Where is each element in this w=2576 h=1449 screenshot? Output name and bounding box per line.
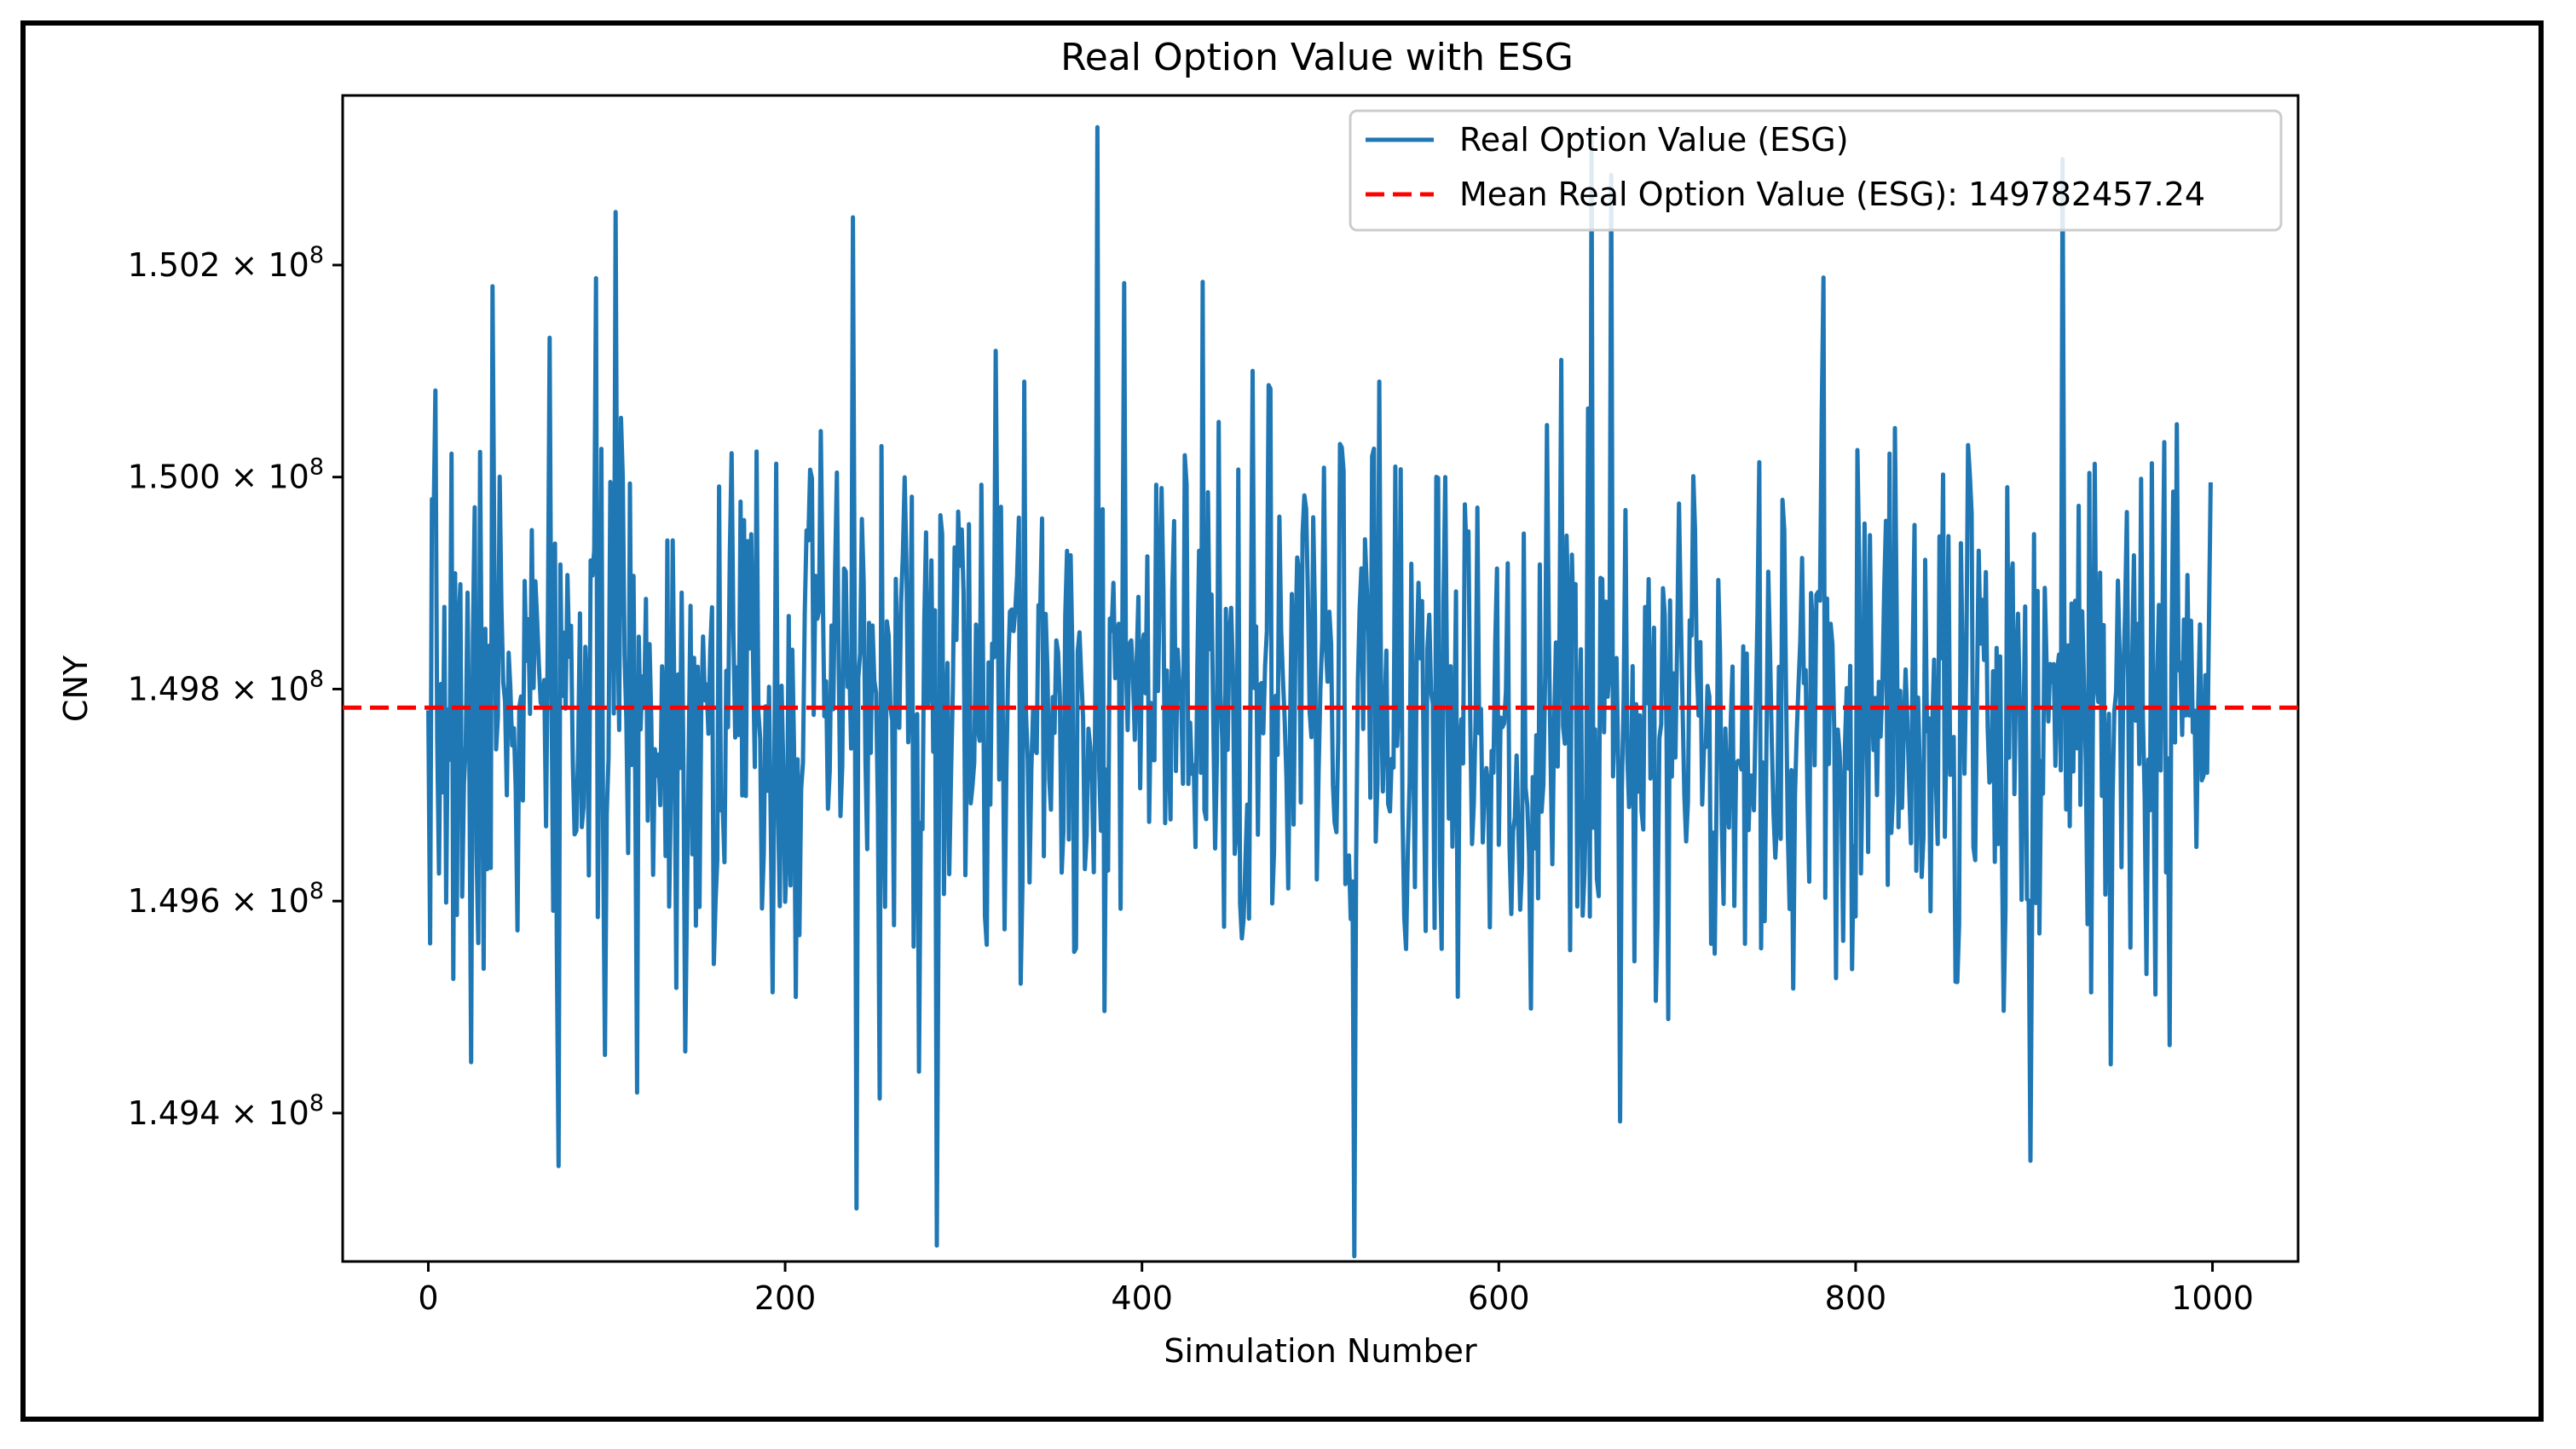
legend-box bbox=[1349, 109, 2283, 232]
x-tick-label: 800 bbox=[1825, 1279, 1887, 1317]
x-tick-label: 0 bbox=[418, 1279, 438, 1317]
y-tick-label: 1.494 × 108 bbox=[128, 1090, 324, 1132]
series-line-real-option-value bbox=[426, 124, 2213, 1259]
x-tick-label: 200 bbox=[754, 1279, 817, 1317]
y-tick-label: 1.502 × 108 bbox=[128, 242, 324, 284]
x-axis-label: Simulation Number bbox=[1164, 1332, 1477, 1370]
x-axis: 0 200 400 600 800 1000 bbox=[418, 1261, 2254, 1317]
x-tick-label: 400 bbox=[1111, 1279, 1173, 1317]
x-tick-label: 600 bbox=[1468, 1279, 1530, 1317]
y-tick-label: 1.498 × 108 bbox=[128, 666, 324, 707]
legend-label-mean-real-option-value: Mean Real Option Value (ESG): 149782457.… bbox=[1459, 176, 2205, 213]
y-axis-label: CNY bbox=[57, 655, 95, 722]
legend: Real Option Value (ESG) Mean Real Option… bbox=[1349, 109, 2283, 232]
chart-title: Real Option Value with ESG bbox=[1060, 36, 1574, 79]
y-tick-label: 1.500 × 108 bbox=[128, 454, 324, 496]
y-tick-label: 1.496 × 108 bbox=[128, 878, 324, 920]
legend-label-real-option-value: Real Option Value (ESG) bbox=[1459, 121, 1849, 159]
x-tick-label: 1000 bbox=[2171, 1279, 2254, 1317]
y-axis: 1.494 × 108 1.496 × 108 1.498 × 108 1.500 ×… bbox=[128, 242, 343, 1132]
